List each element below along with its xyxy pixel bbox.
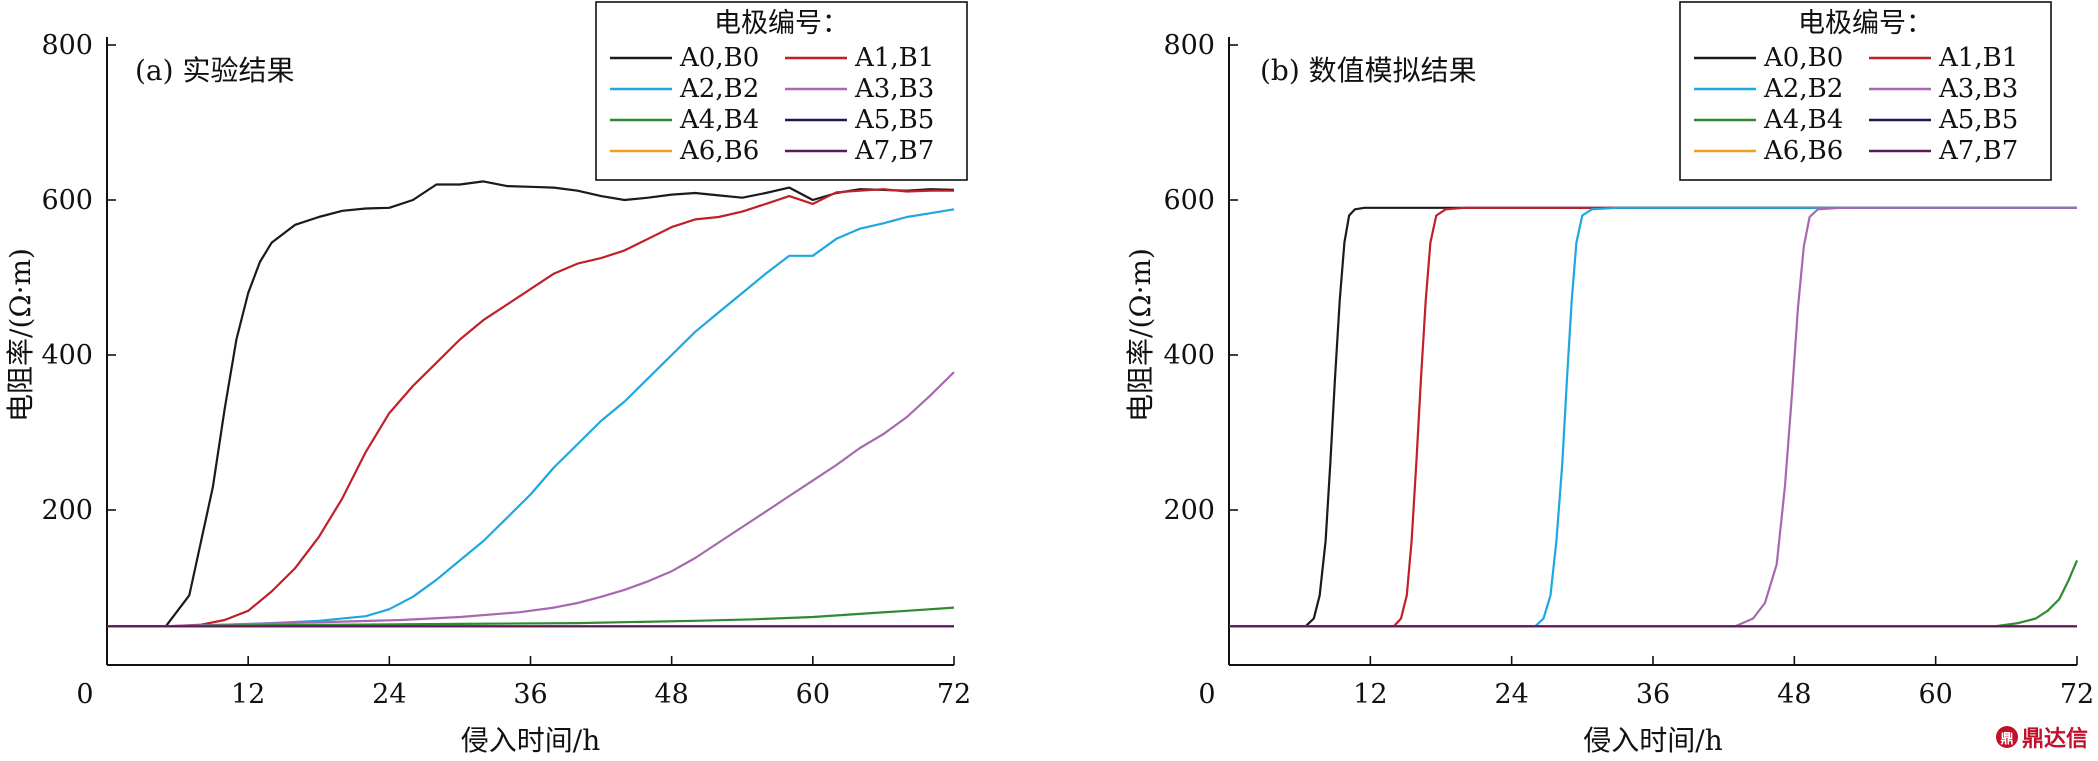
y-tick-label: 800: [41, 30, 93, 61]
y-tick-label: 200: [1163, 495, 1215, 526]
x-tick-label: 0: [76, 679, 93, 710]
x-tick-label: 12: [1353, 679, 1387, 710]
series-line: [1229, 559, 2079, 628]
legend-label: A2,B2: [1763, 74, 1843, 104]
series-line: [1229, 206, 2077, 628]
legend-label: A0,B0: [679, 43, 759, 73]
panel-simulation: 0 12 24 36 48 60 72 200 400 600 800 侵入时间/h 电阻率/(Ω·m)…: [1124, 1, 2094, 757]
x-tick-label: 0: [1198, 679, 1215, 710]
watermark-text: 鼎达信: [2021, 727, 2088, 752]
legend-title: 电极编号：: [1798, 8, 1933, 39]
legend-label: A4,B4: [1763, 105, 1843, 135]
legend-label: A1,B1: [854, 43, 934, 73]
y-tick-label: 400: [1163, 340, 1215, 371]
legend-label: A7,B7: [1938, 136, 2018, 166]
series-line: [107, 208, 955, 628]
x-tick-label: 24: [372, 679, 406, 710]
watermark: 鼎 鼎达信: [1995, 721, 2088, 753]
legend-label: A6,B6: [679, 136, 759, 166]
y-tick-label: 400: [41, 340, 93, 371]
series-line: [1229, 206, 2077, 628]
panel-title: (b) 数值模拟结果: [1260, 54, 1477, 87]
y-tick-label: 600: [1163, 185, 1215, 216]
legend-title: 电极编号：: [714, 8, 849, 39]
legend: 电极编号： A0,B0 A1,B1 A2,B2 A3,B3 A4,B4 A5,B5 A6,B6…: [595, 1, 968, 181]
x-tick-label: 12: [231, 679, 265, 710]
series-line: [1229, 206, 2077, 628]
legend-label: A1,B1: [1938, 43, 2018, 73]
legend-label: A2,B2: [679, 74, 759, 104]
series-line: [107, 371, 955, 628]
x-tick-label: 72: [2060, 679, 2094, 710]
panel-title: (a) 实验结果: [135, 54, 294, 87]
legend-label: A6,B6: [1763, 136, 1843, 166]
series-line: [107, 188, 954, 628]
x-tick-label: 36: [1636, 679, 1670, 710]
legend-label: A3,B3: [1938, 74, 2018, 104]
legend-label: A5,B5: [854, 105, 934, 135]
legend-label: A5,B5: [1938, 105, 2018, 135]
y-tick-label: 800: [1163, 30, 1215, 61]
y-axis-title: 电阻率/(Ω·m): [1124, 248, 1157, 422]
legend-box: [1679, 1, 2052, 181]
y-tick-label: 200: [41, 495, 93, 526]
x-tick-label: 48: [654, 679, 688, 710]
legend-label: A0,B0: [1763, 43, 1843, 73]
x-tick-label: 72: [937, 679, 971, 710]
legend-label: A7,B7: [854, 136, 934, 166]
x-axis-title: 侵入时间/h: [461, 724, 600, 757]
legend: 电极编号： A0,B0 A1,B1 A2,B2 A3,B3 A4,B4 A5,B5 A6,B6…: [1679, 1, 2052, 181]
series-line: [107, 180, 955, 628]
legend-label: A4,B4: [679, 105, 759, 135]
x-tick-label: 48: [1777, 679, 1811, 710]
x-tick-label: 36: [513, 679, 547, 710]
x-tick-label: 60: [796, 679, 830, 710]
y-axis-title: 电阻率/(Ω·m): [4, 248, 37, 422]
watermark-logo-icon: 鼎: [1995, 726, 2018, 748]
x-axis-title: 侵入时间/h: [1583, 724, 1722, 757]
x-tick-label: 60: [1918, 679, 1952, 710]
y-tick-label: 600: [41, 185, 93, 216]
legend-label: A3,B3: [854, 74, 934, 104]
x-tick-label: 24: [1494, 679, 1528, 710]
panel-experimental: 0 12 24 36 48 60 72 200 400 600 800 侵入时间/h 电阻率/(Ω·m)…: [4, 1, 971, 757]
series-line: [1229, 206, 2077, 628]
